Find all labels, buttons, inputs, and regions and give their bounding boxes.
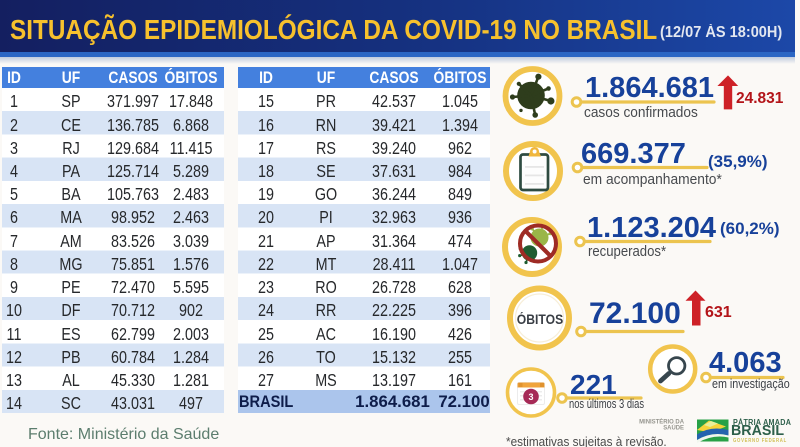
svg-text:3: 3 — [528, 392, 533, 402]
